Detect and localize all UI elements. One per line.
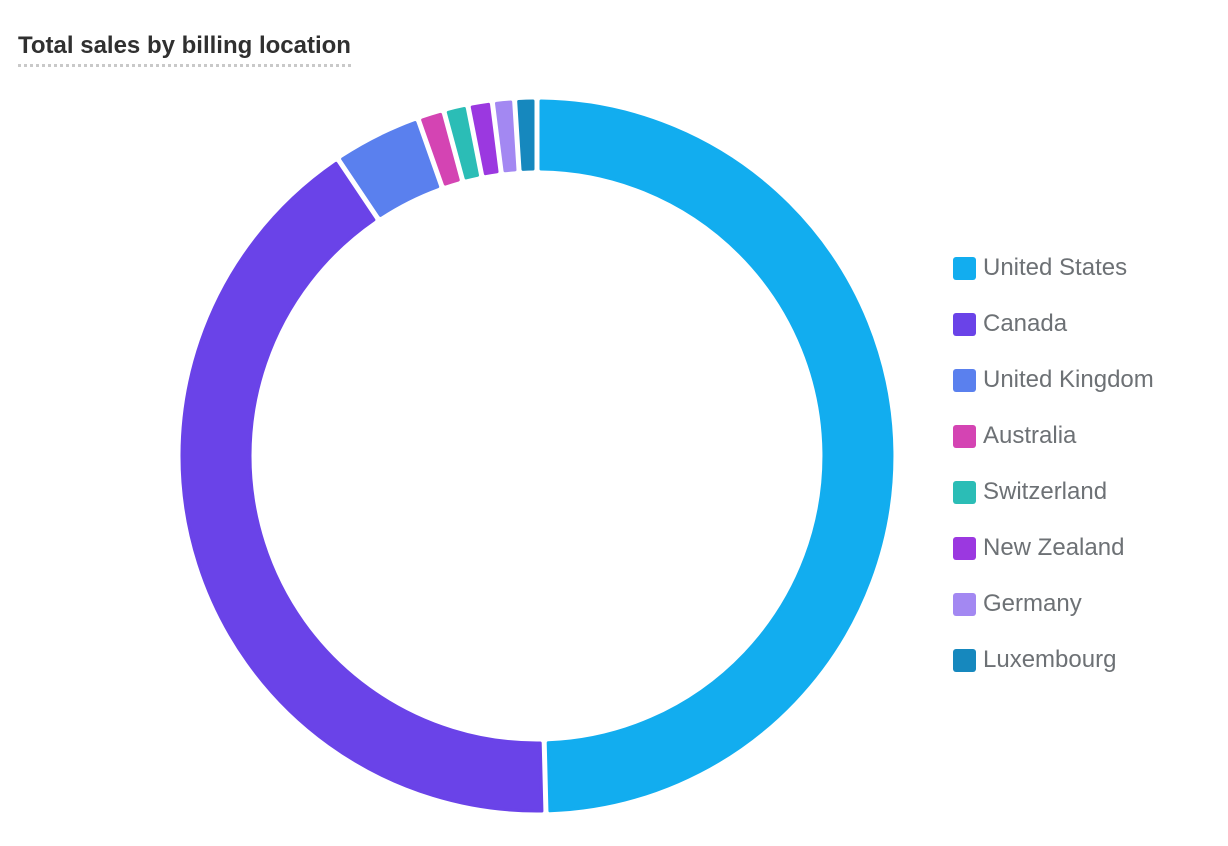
donut-slice-united-states[interactable] <box>539 99 894 813</box>
legend-item-united-kingdom[interactable]: United Kingdom <box>953 352 1154 408</box>
legend-item-germany[interactable]: Germany <box>953 576 1154 632</box>
donut-slice-australia[interactable] <box>421 112 460 186</box>
legend-label: United Kingdom <box>983 366 1154 393</box>
donut-slice-luxembourg[interactable] <box>517 99 535 171</box>
legend-label: Luxembourg <box>983 646 1117 673</box>
legend-item-united-states[interactable]: United States <box>953 240 1154 296</box>
legend-swatch <box>953 648 976 672</box>
donut-chart <box>180 99 894 813</box>
legend-item-australia[interactable]: Australia <box>953 408 1154 464</box>
legend-swatch <box>953 312 976 336</box>
legend-label: Switzerland <box>983 478 1108 505</box>
legend-swatch <box>953 256 976 280</box>
donut-slice-germany[interactable] <box>494 100 517 173</box>
chart-legend: United States Canada United Kingdom Austral… <box>953 240 1154 688</box>
legend-item-canada[interactable]: Canada <box>953 296 1154 352</box>
legend-swatch <box>953 536 976 560</box>
legend-swatch <box>953 592 976 616</box>
legend-label: New Zealand <box>983 534 1125 561</box>
legend-label: Australia <box>983 422 1077 449</box>
legend-item-luxembourg[interactable]: Luxembourg <box>953 632 1154 688</box>
donut-slice-united-kingdom[interactable] <box>341 121 440 217</box>
legend-label: United States <box>983 254 1128 281</box>
legend-swatch <box>953 424 976 448</box>
donut-slice-switzerland[interactable] <box>446 107 480 180</box>
donut-slice-new-zealand[interactable] <box>470 102 499 176</box>
donut-slice-canada[interactable] <box>180 161 544 813</box>
legend-swatch <box>953 368 976 392</box>
legend-label: Canada <box>983 310 1068 337</box>
legend-item-new-zealand[interactable]: New Zealand <box>953 520 1154 576</box>
legend-swatch <box>953 480 976 504</box>
chart-title[interactable]: Total sales by billing location <box>18 30 351 67</box>
legend-label: Germany <box>983 590 1082 617</box>
legend-item-switzerland[interactable]: Switzerland <box>953 464 1154 520</box>
